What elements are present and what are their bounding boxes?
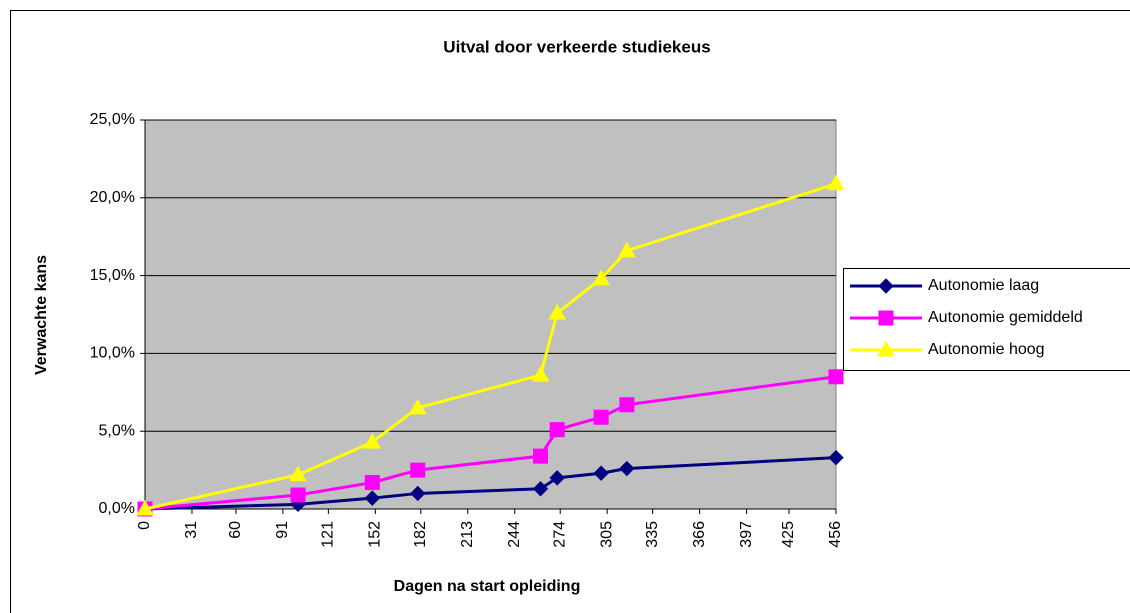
marker <box>408 398 427 415</box>
y-tick-label: 20,0% <box>90 189 135 206</box>
x-tick-label: 91 <box>274 521 291 539</box>
marker <box>533 448 549 464</box>
marker <box>364 490 381 506</box>
marker <box>828 449 844 466</box>
legend-label: Autonomie hoog <box>928 341 1045 358</box>
marker <box>828 369 844 385</box>
marker <box>619 460 635 477</box>
marker <box>827 174 845 191</box>
plot-area <box>144 119 837 510</box>
legend-label: Autonomie gemiddeld <box>928 309 1083 326</box>
x-tick-label: 305 <box>598 521 615 548</box>
marker <box>410 462 426 478</box>
marker <box>619 397 635 413</box>
marker <box>363 433 382 449</box>
x-tick-label: 244 <box>506 521 523 548</box>
x-tick-label: 121 <box>320 521 337 548</box>
x-tick-label: 152 <box>367 521 384 548</box>
x-tick-label: 397 <box>738 521 755 548</box>
y-tick-label: 5,0% <box>99 422 135 439</box>
x-tick-label: 31 <box>183 521 200 539</box>
x-tick-label: 182 <box>412 521 429 548</box>
y-axis-label: Verwachte kans <box>33 255 50 375</box>
marker <box>531 366 550 382</box>
marker <box>593 409 609 425</box>
marker <box>136 499 154 516</box>
x-tick-label: 456 <box>827 521 844 548</box>
marker <box>549 470 565 486</box>
x-axis-label: Dagen na start opleiding <box>394 578 581 595</box>
x-tick-label: 60 <box>227 521 244 539</box>
marker <box>878 278 894 294</box>
x-tick-label: 425 <box>780 521 797 548</box>
chart-title: Uitval door verkeerde studiekeus <box>443 37 710 56</box>
y-tick-label: 25,0% <box>90 111 135 128</box>
marker <box>410 485 426 502</box>
marker <box>364 475 380 491</box>
x-tick-label: 366 <box>691 521 708 548</box>
marker <box>549 422 565 438</box>
marker <box>289 465 307 482</box>
marker <box>592 269 610 286</box>
x-tick-label: 274 <box>551 521 568 548</box>
legend-label: Autonomie laag <box>928 277 1039 294</box>
marker <box>878 310 894 326</box>
marker <box>532 481 549 497</box>
marker <box>290 487 306 503</box>
x-tick-label: 335 <box>644 521 661 548</box>
x-tick-label: 0 <box>136 521 153 530</box>
y-tick-label: 0,0% <box>99 500 135 517</box>
marker <box>593 465 609 481</box>
marker <box>618 241 636 258</box>
y-tick-label: 10,0% <box>90 345 135 362</box>
y-tick-label: 15,0% <box>90 267 135 284</box>
marker <box>877 340 895 357</box>
marker <box>548 303 567 320</box>
x-tick-label: 213 <box>459 521 476 548</box>
